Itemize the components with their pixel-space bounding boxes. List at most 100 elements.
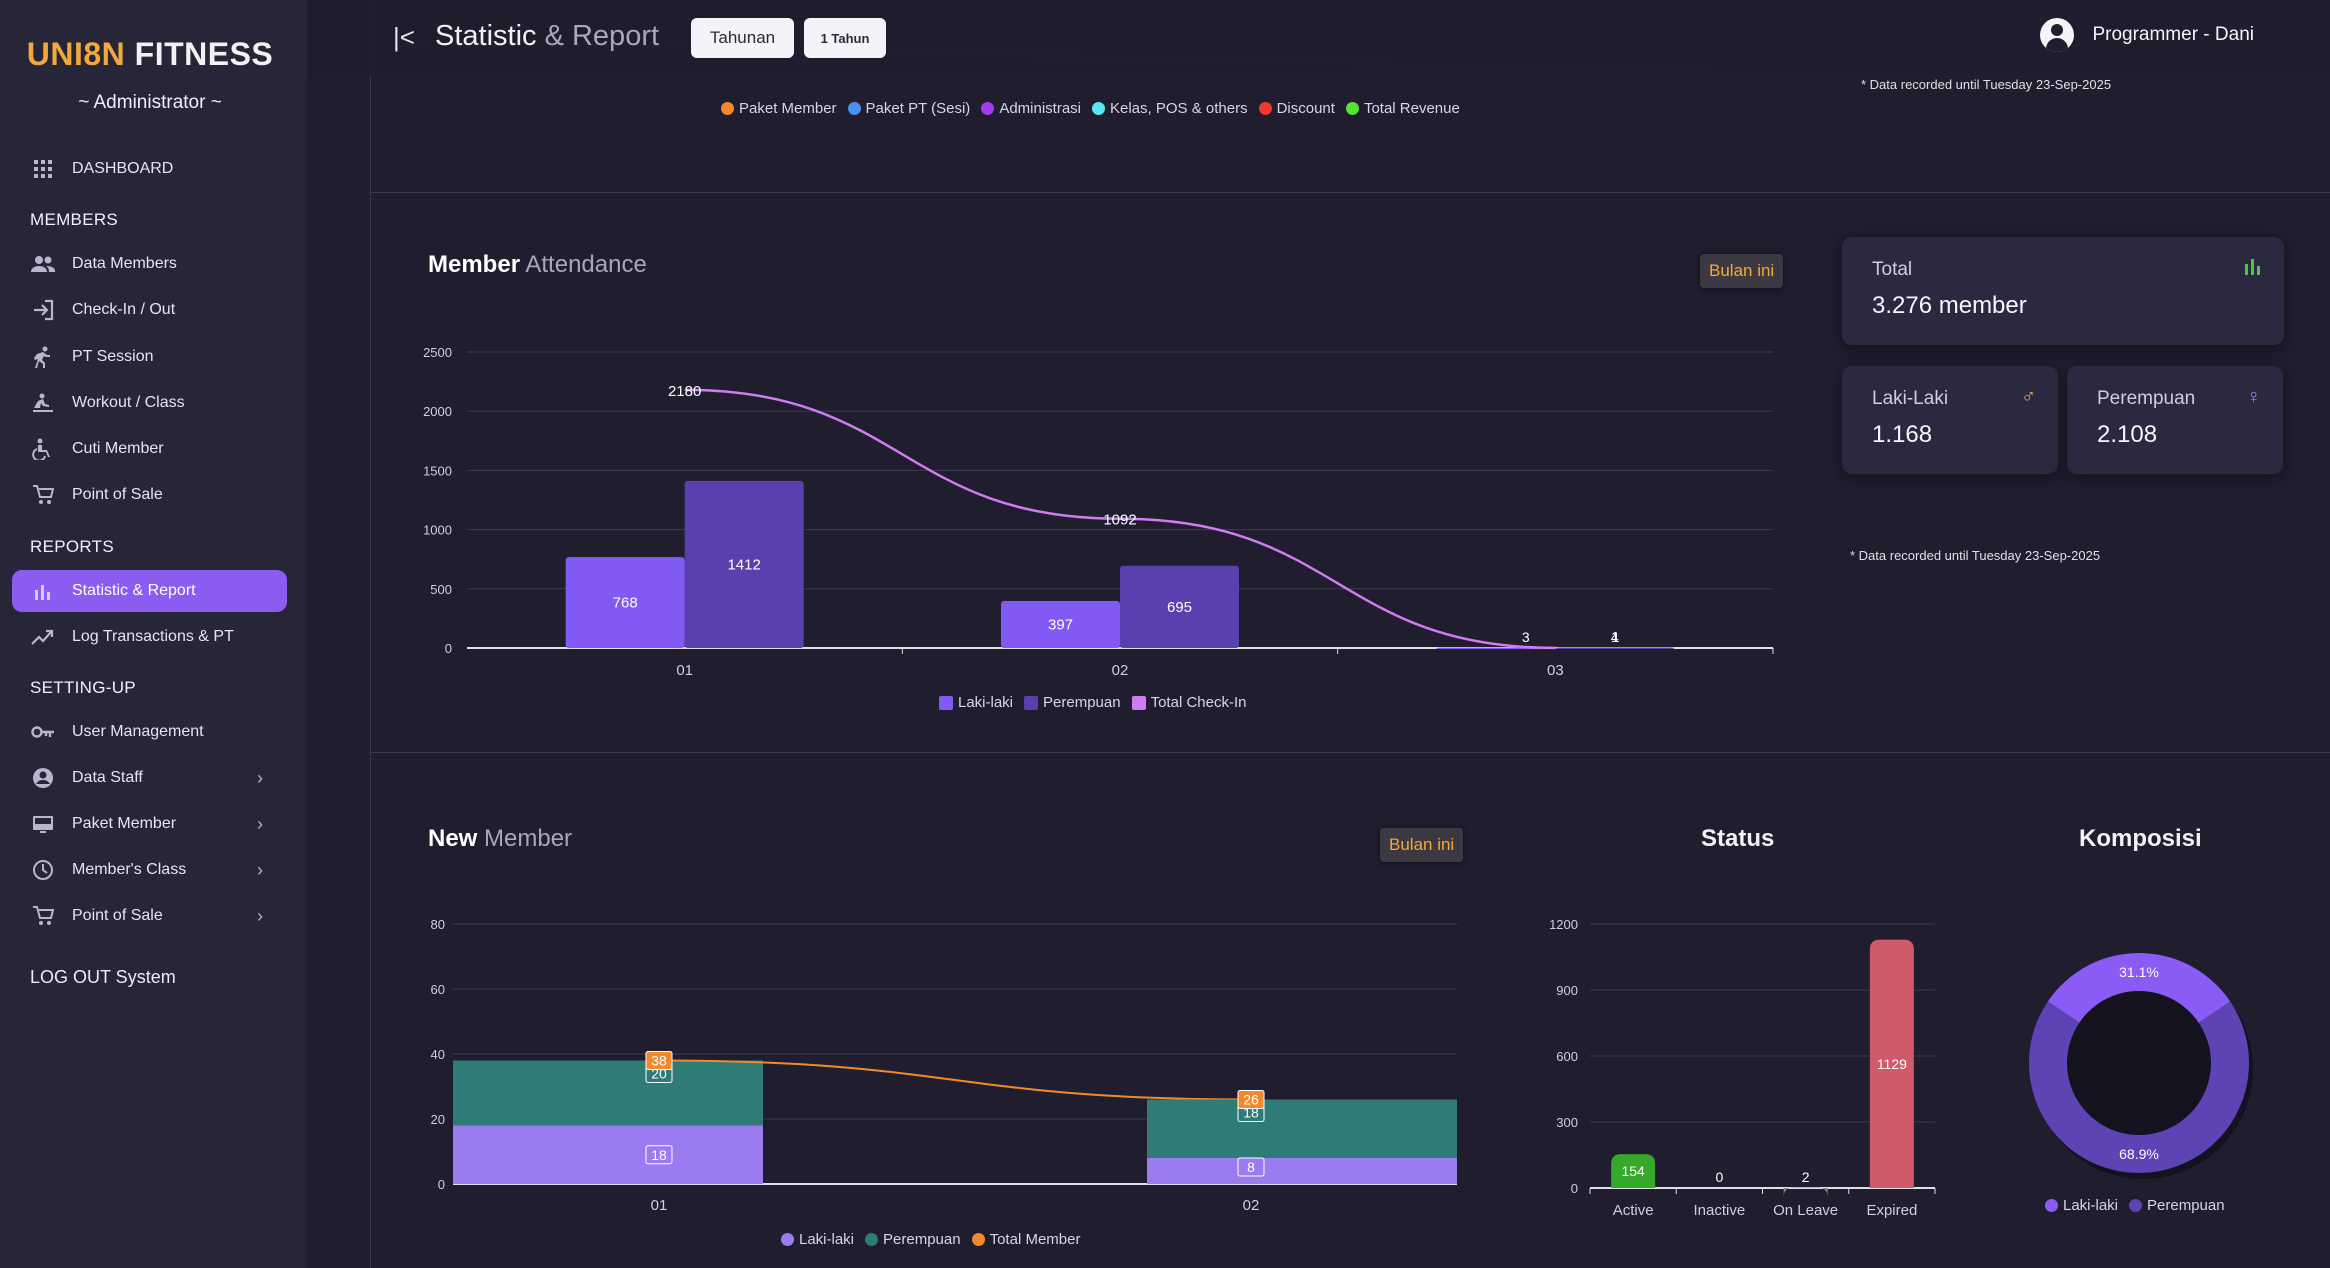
y-tick-label: 1000 <box>423 523 452 538</box>
x-tick-label: 02 <box>1112 662 1129 679</box>
avatar-icon <box>2040 18 2075 52</box>
y-tick-label: 500 <box>430 582 452 597</box>
card-value: 1.168 <box>1872 421 1933 448</box>
section-divider <box>370 192 2330 193</box>
sidebar-item-label: Data Members <box>72 255 177 272</box>
bar <box>1147 1158 1457 1184</box>
sidebar-item-label: Cuti Member <box>72 440 164 457</box>
legend-item: Paket Member <box>721 100 837 117</box>
bar-value-label: 3 <box>1522 629 1530 645</box>
bar-value-label: 1129 <box>1877 1056 1907 1072</box>
chevron-right-icon: › <box>257 767 263 788</box>
fitness-icon <box>30 344 56 370</box>
y-tick-label: 600 <box>1556 1049 1578 1064</box>
legend-item: Perempuan <box>2129 1197 2225 1214</box>
sidebar-item-pt-session[interactable]: PT Session <box>12 336 287 378</box>
sidebar-item-statistic[interactable]: Statistic & Report <box>12 570 287 612</box>
y-tick-label: 1500 <box>423 463 452 478</box>
top-header: |< Statistic & Report Tahunan 1 Tahun Pr… <box>307 0 2330 76</box>
sidebar-item-data-members[interactable]: Data Members <box>12 243 287 285</box>
legend-item: Total Member <box>971 1231 1080 1248</box>
donut-slice <box>2029 1001 2249 1173</box>
y-tick-label: 300 <box>1556 1115 1578 1130</box>
key-icon <box>30 719 56 745</box>
card-value: 3.276 member <box>1872 292 2027 319</box>
attendance-chart: 0 500 1000 1500 2000 2500 01 768 1412 02 397 695 03 3… <box>423 345 1774 679</box>
rowing-icon <box>30 390 56 416</box>
card-label: Total <box>1872 259 1913 280</box>
chevron-right-icon: › <box>257 813 263 834</box>
y-tick-label: 80 <box>431 917 445 932</box>
card-value: 2.108 <box>2097 421 2158 448</box>
value-label-box <box>645 1145 673 1165</box>
y-tick-label: 2500 <box>423 345 452 360</box>
new-member-period-badge[interactable]: Bulan ini <box>1380 828 1464 862</box>
collapse-sidebar-icon[interactable]: |< <box>393 22 415 52</box>
attendance-title: Member Attendance <box>428 251 647 278</box>
komposisi-chart: 31.1% 68.9% <box>2029 953 2253 1179</box>
bar-value-label: 38 <box>651 1053 667 1069</box>
y-tick-label: 0 <box>445 641 452 656</box>
y-tick-label: 20 <box>431 1112 445 1127</box>
chevron-right-icon: › <box>257 859 263 880</box>
y-tick-label: 40 <box>431 1047 445 1062</box>
revenue-legend: Paket Member Paket PT (Sesi) Administras… <box>721 100 1471 117</box>
donut-slice <box>2047 953 2231 1023</box>
bar-value-label: 397 <box>1048 616 1073 633</box>
x-tick-label: Expired <box>1866 1202 1917 1219</box>
user-name: Programmer - Dani <box>2092 24 2254 45</box>
bar <box>1120 565 1239 648</box>
legend-item: Paket PT (Sesi) <box>847 100 970 117</box>
line-value-label: 1092 <box>1103 512 1136 529</box>
accessible-icon <box>30 436 56 462</box>
trending-icon <box>30 624 56 650</box>
sidebar-item-pos[interactable]: Point of Sale <box>12 474 287 516</box>
sidebar-item-dashboard[interactable]: DASHBOARD <box>12 148 287 190</box>
female-member-card: Perempuan 2.108 ♀ <box>2067 366 2283 474</box>
line-value-label: 1 <box>1611 629 1619 646</box>
card-label: Laki-Laki <box>1872 388 1949 409</box>
sidebar-item-log[interactable]: Log Transactions & PT <box>12 616 287 658</box>
sidebar-item-label: Point of Sale <box>72 486 163 503</box>
login-icon <box>30 297 56 323</box>
bar <box>1869 939 1914 1188</box>
sidebar-item-label: Point of Sale <box>72 907 163 924</box>
sidebar-item-class[interactable]: Member's Class › <box>12 849 287 891</box>
x-tick-label: 01 <box>651 1197 668 1214</box>
total-member-card: Total 3.276 member <box>1842 237 2284 345</box>
period-toggle-button[interactable]: Tahunan <box>691 18 794 58</box>
range-select-button[interactable]: 1 Tahun <box>804 18 886 58</box>
y-tick-label: 2000 <box>423 404 452 419</box>
user-menu[interactable]: Programmer - Dani <box>2040 18 2254 52</box>
sidebar-item-cuti[interactable]: Cuti Member <box>12 428 287 470</box>
bar-chart-icon <box>2244 257 2262 281</box>
sidebar-item-check-in[interactable]: Check-In / Out <box>12 289 287 331</box>
content-divider <box>370 0 371 1268</box>
slice-value-label: 31.1% <box>2119 964 2159 980</box>
sidebar-item-label: PT Session <box>72 348 154 365</box>
sidebar-item-label: DASHBOARD <box>72 160 174 177</box>
sidebar-item-paket-member[interactable]: Paket Member › <box>12 803 287 845</box>
sidebar-item-data-staff[interactable]: Data Staff › <box>12 757 287 799</box>
sidebar-item-label: Log Transactions & PT <box>72 628 234 645</box>
legend-item: Laki-laki <box>781 1231 854 1248</box>
sidebar-item-label: Data Staff <box>72 769 143 786</box>
section-members: MEMBERS <box>30 210 119 229</box>
x-tick-label: 02 <box>1243 1197 1260 1214</box>
series-line <box>658 1059 1252 1101</box>
sidebar-item-workout[interactable]: Workout / Class <box>12 382 287 424</box>
logout-link[interactable]: LOG OUT System <box>30 967 176 987</box>
sidebar-item-user-management[interactable]: User Management <box>12 711 287 753</box>
legend-item: Kelas, POS & others <box>1092 100 1248 117</box>
sidebar-item-label: Check-In / Out <box>72 301 176 318</box>
attendance-period-badge[interactable]: Bulan ini <box>1700 254 1784 288</box>
sidebar-item-pos-setting[interactable]: Point of Sale › <box>12 895 287 937</box>
sidebar-item-label: Statistic & Report <box>72 582 196 599</box>
people-icon <box>30 251 56 277</box>
legend-item: Laki-laki <box>2045 1197 2118 1214</box>
x-tick-label: Inactive <box>1694 1202 1746 1219</box>
bar <box>684 480 804 648</box>
chevron-right-icon: › <box>257 905 263 926</box>
bar <box>1611 1154 1656 1188</box>
komposisi-legend: Laki-laki Perempuan <box>2045 1197 2236 1214</box>
